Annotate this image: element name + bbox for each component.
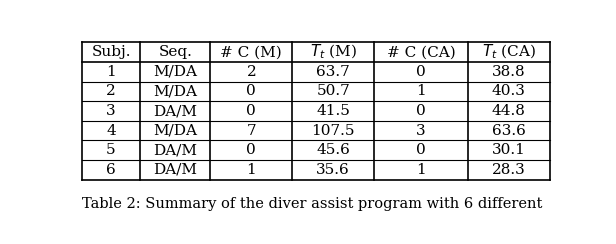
Text: 40.3: 40.3 (492, 84, 525, 98)
Text: $T_t$ (CA): $T_t$ (CA) (482, 43, 536, 61)
Text: 50.7: 50.7 (317, 84, 350, 98)
Text: 7: 7 (246, 124, 256, 138)
Text: # C (M): # C (M) (221, 45, 282, 59)
Text: 107.5: 107.5 (312, 124, 355, 138)
Text: 41.5: 41.5 (316, 104, 350, 118)
Text: DA/M: DA/M (153, 143, 197, 157)
Text: M/DA: M/DA (153, 124, 197, 138)
Text: 0: 0 (416, 104, 426, 118)
Text: 4: 4 (106, 124, 116, 138)
Text: 28.3: 28.3 (492, 163, 525, 177)
Text: 1: 1 (106, 65, 116, 79)
Text: DA/M: DA/M (153, 104, 197, 118)
Text: 63.7: 63.7 (317, 65, 350, 79)
Text: M/DA: M/DA (153, 65, 197, 79)
Text: 3: 3 (106, 104, 116, 118)
Text: 44.8: 44.8 (492, 104, 525, 118)
Text: 35.6: 35.6 (317, 163, 350, 177)
Text: 2: 2 (246, 65, 256, 79)
Text: 1: 1 (416, 163, 426, 177)
Text: 0: 0 (416, 143, 426, 157)
Text: Subj.: Subj. (91, 45, 131, 59)
Text: 38.8: 38.8 (492, 65, 525, 79)
Text: 0: 0 (246, 104, 256, 118)
Text: 45.6: 45.6 (316, 143, 350, 157)
Text: 0: 0 (416, 65, 426, 79)
Text: 6: 6 (106, 163, 116, 177)
Text: 63.6: 63.6 (492, 124, 525, 138)
Text: # C (CA): # C (CA) (387, 45, 455, 59)
Text: Table 2: Summary of the diver assist program with 6 different: Table 2: Summary of the diver assist pro… (82, 197, 542, 211)
Text: DA/M: DA/M (153, 163, 197, 177)
Text: 3: 3 (416, 124, 426, 138)
Text: $T_t$ (M): $T_t$ (M) (310, 43, 357, 61)
Text: 1: 1 (246, 163, 256, 177)
Text: 0: 0 (246, 143, 256, 157)
Text: 2: 2 (106, 84, 116, 98)
Text: 5: 5 (106, 143, 116, 157)
Text: M/DA: M/DA (153, 84, 197, 98)
Text: 1: 1 (416, 84, 426, 98)
Text: 0: 0 (246, 84, 256, 98)
Text: 30.1: 30.1 (492, 143, 525, 157)
Text: Seq.: Seq. (158, 45, 192, 59)
